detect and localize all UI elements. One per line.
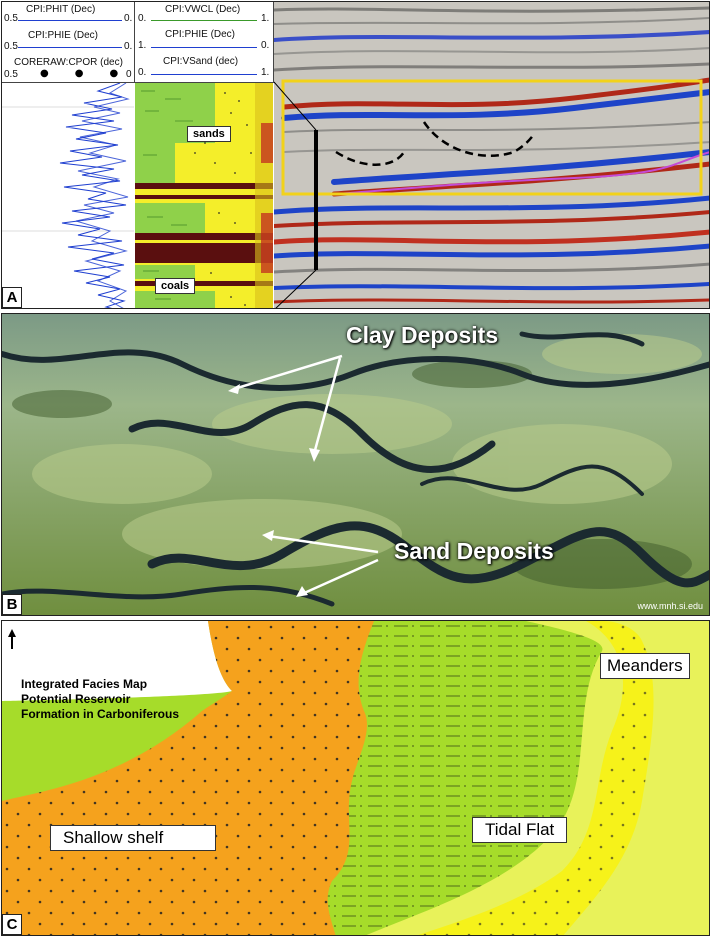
panel-a-letter: A xyxy=(2,287,22,308)
aerial-river-photo xyxy=(2,314,709,615)
curve-left-cpor: 0.5 xyxy=(4,69,18,80)
curve-left-phie: 0.5 xyxy=(4,41,18,52)
curve-right-phit: 0. xyxy=(124,13,133,24)
curve-name-phie: CPI:PHIE (Dec) xyxy=(28,30,99,41)
log-track-1-header: CPI:PHIT (Dec) 0.5 0. CPI:PHIE (Dec) 0.5… xyxy=(2,2,135,83)
curve-line-phie-2 xyxy=(151,47,257,48)
log-track-2-header: CPI:VWCL (Dec) 0. 1. CPI:PHIE (Dec) 1. 0… xyxy=(135,2,274,83)
sand-deposits-label: Sand Deposits xyxy=(394,538,554,564)
map-title-line: Potential Reservoir xyxy=(21,692,131,706)
clay-deposits-label: Clay Deposits xyxy=(346,322,499,348)
map-title-line: Formation in Carboniferous xyxy=(21,707,180,721)
seismic-section xyxy=(274,2,709,308)
cpor-dots: ●●● xyxy=(40,68,145,79)
curve-right-vsand: 1. xyxy=(261,67,270,78)
curve-left-phit: 0.5 xyxy=(4,13,18,24)
curve-right-vwcl: 1. xyxy=(261,13,270,24)
curve-line-phit xyxy=(18,20,122,21)
curve-left-vwcl: 0. xyxy=(138,13,147,24)
panel-c-letter: C xyxy=(2,914,22,935)
curve-line-vwcl xyxy=(151,20,257,21)
panel-b-aerial-photo: Clay Deposits Sand Deposits www.mnh.si.e… xyxy=(1,313,710,616)
curve-name-phit: CPI:PHIT (Dec) xyxy=(26,4,96,15)
curve-right-phie-2: 0. xyxy=(261,40,270,51)
panel-c-facies-map: Integrated Facies Map Potential Reservoi… xyxy=(1,620,710,936)
map-title-line: Integrated Facies Map xyxy=(21,677,148,691)
north-arrow-icon xyxy=(8,629,16,649)
photo-credit: www.mnh.si.edu xyxy=(637,601,703,611)
curve-line-vsand xyxy=(151,74,257,75)
porosity-log-curve xyxy=(2,83,134,308)
curve-right-cpor: 0 xyxy=(126,69,132,80)
map-title: Integrated Facies Map Potential Reservoi… xyxy=(21,677,179,722)
curve-line-phie xyxy=(18,47,122,48)
curve-name-vwcl: CPI:VWCL (Dec) xyxy=(165,4,241,15)
meanders-label: Meanders xyxy=(600,653,690,679)
shallow-shelf-label: Shallow shelf xyxy=(50,825,216,851)
sands-callout: sands xyxy=(187,126,231,142)
curve-name-vsand: CPI:VSand (dec) xyxy=(163,56,239,67)
panel-b-letter: B xyxy=(2,594,22,615)
panel-a-well-seismic: CPI:PHIT (Dec) 0.5 0. CPI:PHIE (Dec) 0.5… xyxy=(1,1,710,309)
curve-left-vsand: 0. xyxy=(138,67,147,78)
facies-map xyxy=(2,621,709,935)
curve-left-phie-2: 1. xyxy=(138,40,147,51)
lithology-column xyxy=(135,83,273,308)
curve-name-cpor: CORERAW:CPOR (dec) xyxy=(14,57,123,68)
curve-name-phie-2: CPI:PHIE (Dec) xyxy=(165,29,236,40)
curve-right-phie: 0. xyxy=(124,41,133,52)
tidal-flat-label: Tidal Flat xyxy=(472,817,568,843)
coals-callout: coals xyxy=(155,278,196,294)
